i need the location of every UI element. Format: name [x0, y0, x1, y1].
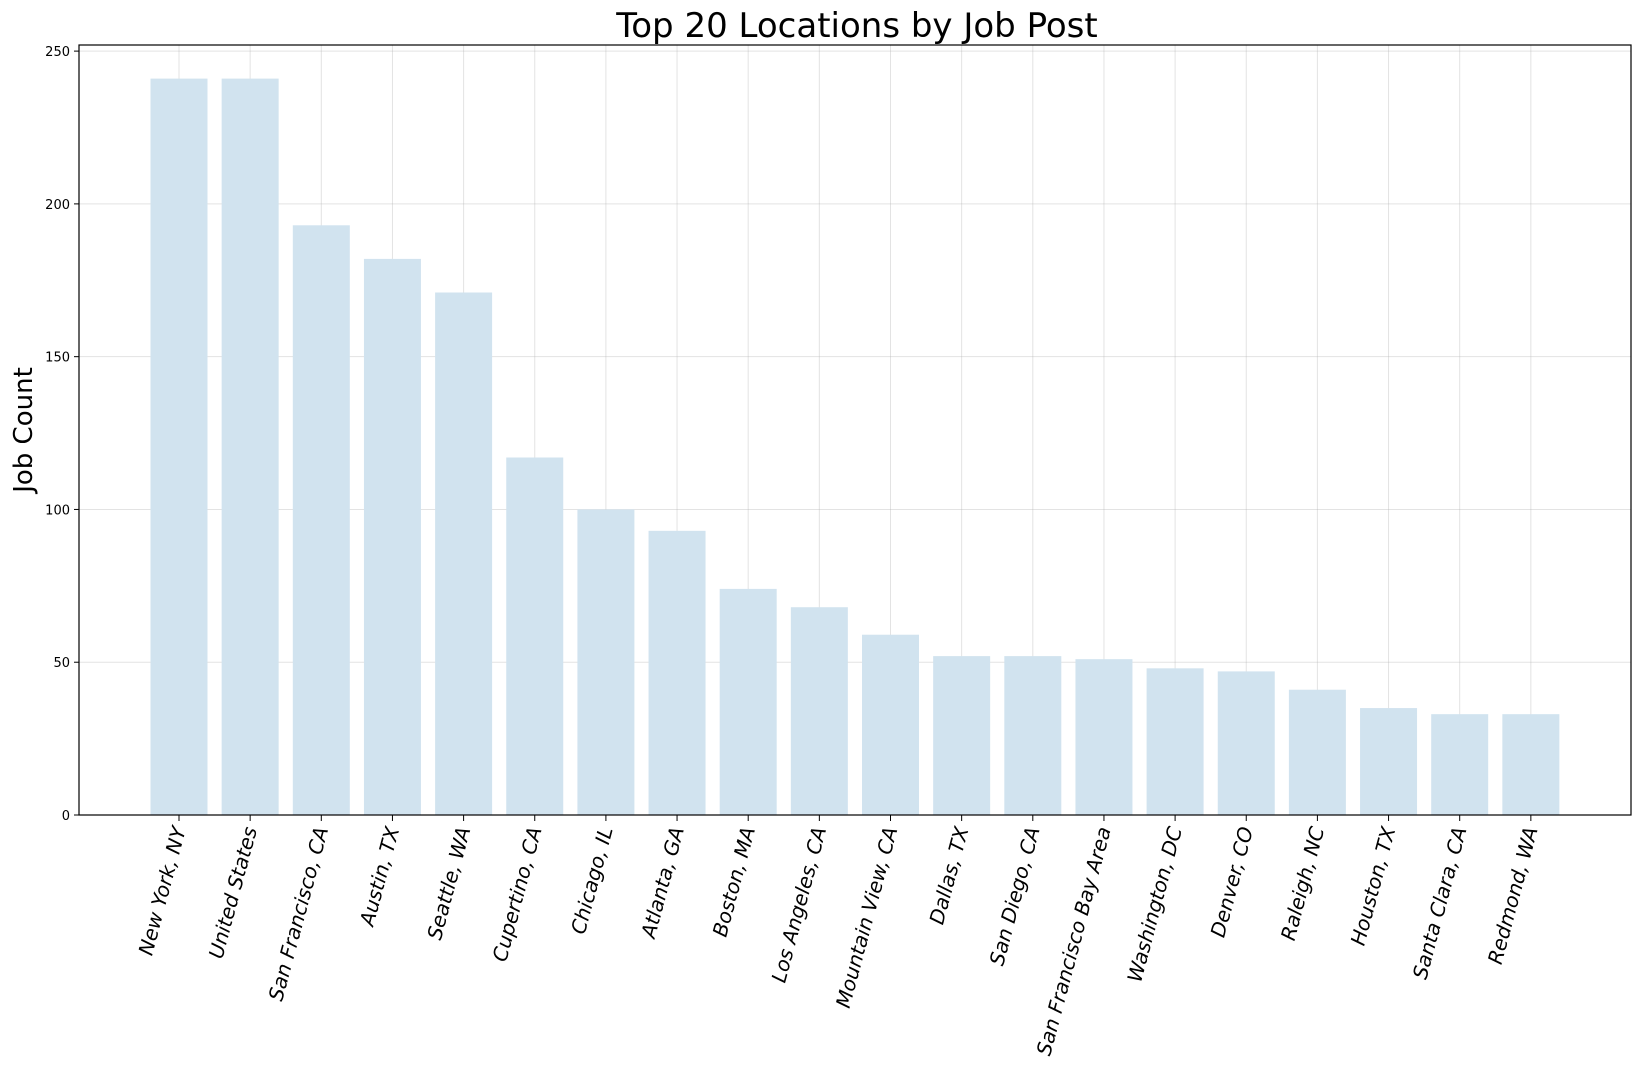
x-tick-label: Los Angeles, CA — [767, 824, 832, 985]
x-tick-label: Houston, TX — [1346, 823, 1401, 948]
x-tick-label: United States — [204, 824, 262, 961]
x-tick-label: San Francisco, CA — [264, 824, 334, 1003]
x-tick-label: Austin, TX — [354, 823, 404, 930]
x-tick-label: San Francisco Bay Area — [1032, 824, 1116, 1058]
y-tick-label: 100 — [45, 503, 70, 518]
x-tick-label: Atlanta, GA — [636, 824, 689, 942]
x-tick-label: Raleigh, NC — [1276, 824, 1329, 943]
bar-14 — [1075, 659, 1133, 815]
bar-5 — [435, 292, 493, 815]
x-tick-label: Dallas, TX — [924, 823, 973, 927]
x-tick-label: Redmond, WA — [1483, 824, 1543, 967]
bar-6 — [506, 457, 564, 815]
x-tick-label: New York, NY — [133, 822, 191, 957]
bar-8 — [648, 530, 706, 815]
plot-frame — [78, 44, 1632, 816]
bar-15 — [1146, 668, 1204, 815]
bar-2 — [221, 78, 279, 816]
x-tick-label: Washington, DC — [1122, 824, 1187, 985]
bar-17 — [1288, 689, 1346, 815]
bar-11 — [862, 634, 919, 815]
y-axis-label: Job Count — [9, 367, 39, 495]
x-tick-label: Denver, CO — [1206, 824, 1259, 940]
x-tick-label: San Diego, CA — [985, 824, 1045, 968]
x-tick-label: Boston, MA — [708, 824, 760, 939]
x-tick-label: Chicago, IL — [566, 824, 618, 937]
y-tick-label: 0 — [62, 809, 70, 824]
bar-18 — [1360, 708, 1418, 815]
y-tick-label: 200 — [45, 198, 70, 213]
bar-20 — [1502, 714, 1560, 815]
chart-title: Top 20 Locations by Job Post — [615, 6, 1097, 46]
bar-1 — [150, 78, 208, 816]
x-tick-label: Seattle, WA — [422, 824, 475, 942]
bar-9 — [719, 588, 777, 815]
y-tick-label: 150 — [45, 351, 70, 366]
bar-13 — [1004, 656, 1062, 815]
x-tick-label: Santa Clara, CA — [1408, 824, 1472, 982]
y-tick-label: 250 — [45, 45, 70, 60]
bars — [150, 78, 1560, 816]
bar-19 — [1431, 714, 1489, 815]
y-tick-label: 50 — [53, 656, 70, 671]
bar-12 — [933, 656, 991, 815]
bar-7 — [577, 509, 635, 815]
x-tick-label: Cupertino, CA — [488, 824, 547, 964]
bar-3 — [292, 225, 350, 815]
x-tick-label: Mountain View, CA — [831, 824, 902, 1010]
bar-10 — [790, 607, 848, 815]
bar-16 — [1217, 671, 1275, 815]
bar-4 — [363, 258, 421, 815]
